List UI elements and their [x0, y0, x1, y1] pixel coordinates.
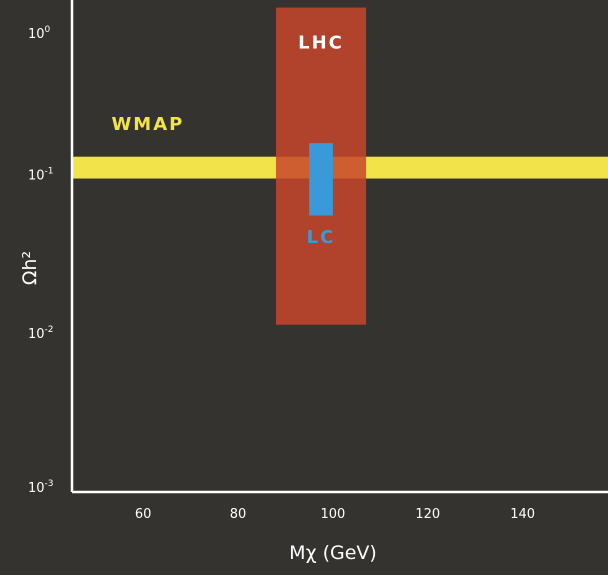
region-label-layer: WMAP LHC LC	[111, 32, 344, 248]
region-label-wmap: WMAP	[111, 114, 184, 135]
x-tick-label: 60	[135, 507, 152, 522]
x-tick-label: 100	[320, 507, 345, 522]
y-tick-labels: 100 10-1 10-2 10-3	[28, 25, 54, 496]
x-tick-label: 140	[510, 507, 535, 522]
y-tick-label: 10-2	[28, 325, 54, 342]
region-label-lhc: LHC	[298, 32, 344, 53]
region-layer	[72, 7, 608, 325]
region-lc	[309, 143, 333, 216]
x-axis-title: Mχ (GeV)	[289, 542, 377, 564]
x-tick-label: 120	[415, 507, 440, 522]
x-tick-label: 80	[230, 507, 247, 522]
x-tick-labels: 60 80 100 120 140	[135, 507, 535, 522]
y-axis-title: Ωh²	[19, 251, 41, 285]
region-label-lc: LC	[307, 227, 336, 248]
y-tick-label: 10-1	[28, 166, 54, 183]
y-tick-label: 100	[28, 25, 51, 42]
y-tick-label: 10-3	[28, 479, 54, 496]
